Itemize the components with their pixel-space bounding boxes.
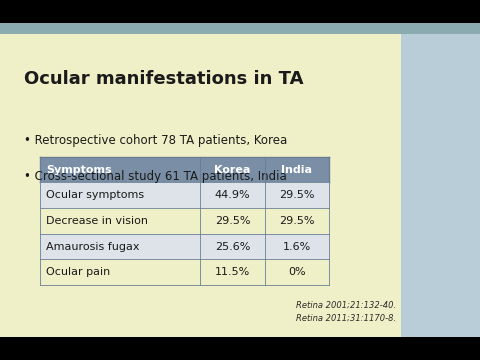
Text: Decrease in vision: Decrease in vision: [46, 216, 148, 226]
Text: 1.6%: 1.6%: [282, 242, 311, 252]
Text: 0%: 0%: [288, 267, 305, 277]
Text: Korea: Korea: [214, 165, 251, 175]
Text: Symptoms: Symptoms: [46, 165, 111, 175]
Text: 29.5%: 29.5%: [279, 190, 314, 200]
Text: 29.5%: 29.5%: [279, 216, 314, 226]
Text: • Cross-sectional study 61 TA patients, India: • Cross-sectional study 61 TA patients, …: [24, 170, 287, 183]
Text: India: India: [281, 165, 312, 175]
Text: 44.9%: 44.9%: [215, 190, 250, 200]
Text: Retina 2011;31:1170-8.: Retina 2011;31:1170-8.: [296, 314, 396, 323]
Text: 25.6%: 25.6%: [215, 242, 250, 252]
Text: • Retrospective cohort 78 TA patients, Korea: • Retrospective cohort 78 TA patients, K…: [24, 134, 287, 147]
Text: Ocular manifestations in TA: Ocular manifestations in TA: [24, 71, 303, 89]
Text: Amaurosis fugax: Amaurosis fugax: [46, 242, 139, 252]
Text: Ocular pain: Ocular pain: [46, 267, 110, 277]
Text: 29.5%: 29.5%: [215, 216, 250, 226]
Text: Ocular symptoms: Ocular symptoms: [46, 190, 144, 200]
Text: 11.5%: 11.5%: [215, 267, 250, 277]
Text: Retina 2001;21:132-40.: Retina 2001;21:132-40.: [296, 300, 396, 309]
